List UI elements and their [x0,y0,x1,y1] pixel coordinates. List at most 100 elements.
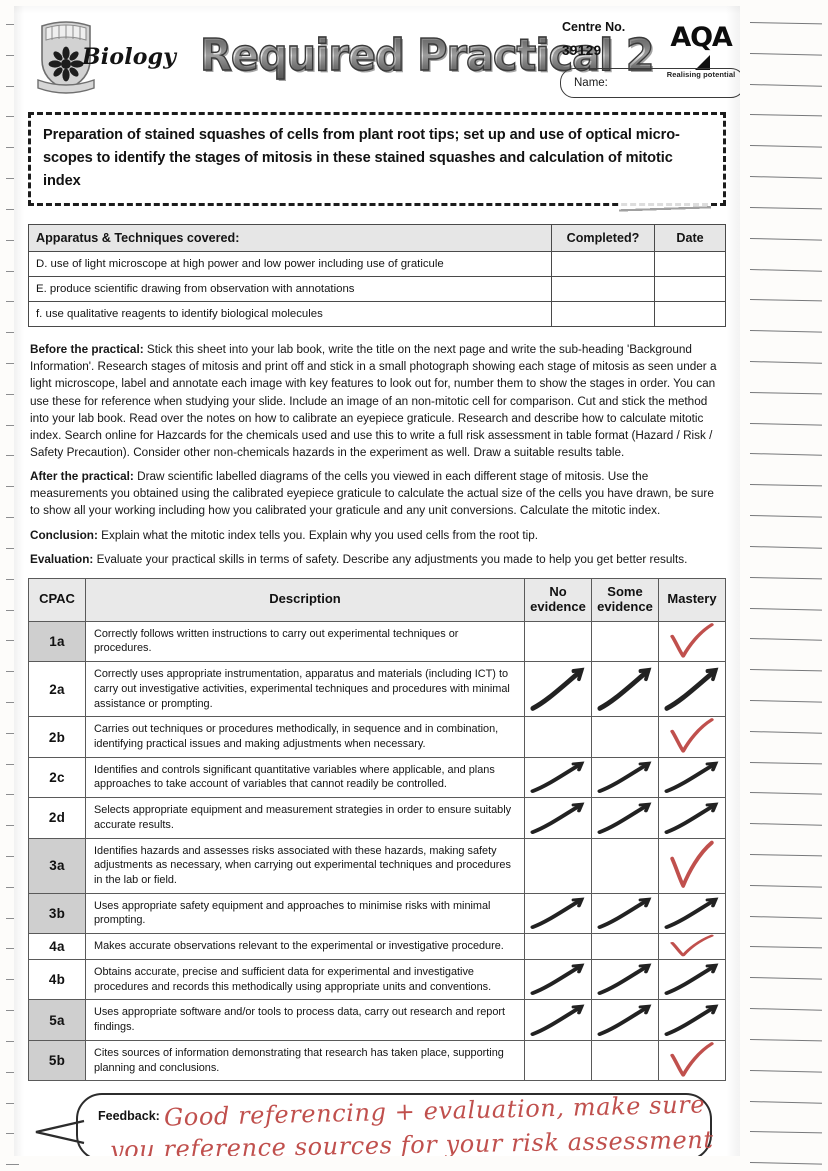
cpac-cell-mastery[interactable] [658,620,726,663]
cpac-header-some-evidence: Some evidence [591,577,659,622]
cpac-header-mastery: Mastery [658,577,726,622]
cpac-description: Cites sources of information demonstrati… [85,1039,525,1082]
cpac-cell-mastery[interactable] [658,756,726,799]
notebook-rule-line [749,884,822,888]
cpac-cell-no-evidence[interactable] [524,958,592,1001]
cpac-cell-some-evidence[interactable] [591,999,659,1041]
red-tick-mark-icon [659,934,725,959]
printed-diagonal-slash [530,963,585,996]
notebook-rule-tick [6,208,19,210]
table-row: 2b Carries out techniques or procedures m… [28,716,726,758]
cpac-cell-some-evidence[interactable] [591,716,659,758]
notebook-rule-line [749,299,822,302]
cpac-header-some-evidence-line1: Some [607,583,643,599]
notebook-rule-line [749,946,822,949]
cpac-cell-mastery[interactable] [658,1039,726,1082]
notebook-rule-line [749,237,822,241]
printed-diagonal-slash [597,667,652,711]
cpac-cell-some-evidence[interactable] [591,958,659,1001]
notebook-rule-tick [6,24,19,25]
feedback-bubble-tail-icon [32,1119,86,1145]
practical-title-line1: Preparation of stained squashes of cells… [43,127,680,143]
notebook-rule-tick [6,917,19,919]
apparatus-completed-cell[interactable] [551,251,655,278]
apparatus-date-cell[interactable] [654,251,726,278]
cpac-cell-some-evidence[interactable] [591,756,659,799]
notebook-rule-line [749,515,822,518]
cpac-code: 2a [28,661,86,718]
cpac-cell-some-evidence[interactable] [591,837,659,894]
cpac-cell-mastery[interactable] [658,958,726,1001]
printed-diagonal-slash [597,761,652,794]
cpac-header-no-evidence: No evidence [524,577,592,622]
cpac-cell-mastery[interactable] [658,837,726,894]
cpac-cell-some-evidence[interactable] [591,892,659,935]
notebook-rule-line [749,638,822,642]
apparatus-date-cell[interactable] [654,276,726,303]
cpac-cell-no-evidence[interactable] [524,661,592,718]
cpac-cell-no-evidence[interactable] [524,837,592,894]
notebook-rule-line [749,792,822,795]
cpac-cell-mastery[interactable] [658,999,726,1041]
printed-diagonal-slash [664,802,719,834]
notebook-rule-line [749,1162,822,1165]
cpac-cell-no-evidence[interactable] [524,756,592,799]
cpac-cell-no-evidence[interactable] [524,620,592,663]
apparatus-header-completed: Completed? [551,224,655,253]
cpac-cell-mastery[interactable] [658,716,726,758]
cpac-cell-no-evidence[interactable] [524,892,592,935]
cpac-description: Correctly uses appropriate instrumentati… [85,661,525,718]
cpac-cell-some-evidence[interactable] [591,620,659,663]
after-practical-text: Draw scientific labelled diagrams of the… [30,470,714,518]
notebook-rule-tick [6,1102,19,1104]
cpac-cell-mastery[interactable] [658,797,726,839]
apparatus-completed-cell[interactable] [551,276,655,303]
cpac-cell-some-evidence[interactable] [591,661,659,718]
practical-title-box: Preparation of stained squashes of cells… [28,112,726,219]
name-field[interactable]: Name: [560,68,740,98]
cpac-cell-mastery[interactable] [658,933,726,960]
apparatus-table-header-row: Apparatus & Techniques covered: Complete… [28,224,726,253]
apparatus-item: f. use qualitative reagents to identify … [28,301,552,328]
table-row: 4b Obtains accurate, precise and sufficie… [28,958,726,1001]
apparatus-date-cell[interactable] [654,301,726,328]
school-crest-icon [34,16,98,94]
cpac-description: Identifies and controls significant quan… [85,756,525,799]
notebook-rule-tick [6,116,19,118]
cpac-header-code: CPAC [28,577,86,622]
notebook-rule-tick [6,393,19,395]
printed-diagonal-slash [664,761,719,794]
cpac-header-no-evidence-line2: evidence [530,598,586,614]
cpac-cell-mastery[interactable] [658,661,726,718]
cpac-cell-no-evidence[interactable] [524,1039,592,1082]
notebook-rule-tick [6,609,19,611]
table-row: 2a Correctly uses appropriate instrumenta… [28,661,726,718]
cpac-cell-some-evidence[interactable] [591,1039,659,1082]
notebook-rule-tick [6,239,19,241]
notebook-rule-tick [6,362,19,364]
red-tick-mark-icon [659,622,725,661]
cpac-header-some-evidence-line2: evidence [597,598,653,614]
notebook-rule-line [749,576,822,580]
cpac-description: Selects appropriate equipment and measur… [85,797,525,839]
printed-diagonal-slash [664,897,719,930]
before-practical-paragraph: Before the practical: Stick this sheet i… [30,341,724,461]
printed-diagonal-slash [530,761,585,794]
cpac-cell-no-evidence[interactable] [524,933,592,960]
cpac-header-row: CPAC Description No evidence Some eviden… [28,577,726,622]
cpac-cell-no-evidence[interactable] [524,999,592,1041]
cpac-cell-no-evidence[interactable] [524,716,592,758]
notebook-rule-line [749,915,822,919]
apparatus-completed-cell[interactable] [551,301,655,328]
cpac-cell-no-evidence[interactable] [524,797,592,839]
apparatus-item: E. produce scientific drawing from obser… [28,276,552,303]
cpac-cell-some-evidence[interactable] [591,797,659,839]
notebook-rule-tick [6,856,19,858]
cpac-cell-some-evidence[interactable] [591,933,659,960]
cpac-cell-mastery[interactable] [658,892,726,935]
notebook-rule-line [749,1008,822,1011]
table-row: f. use qualitative reagents to identify … [28,301,726,328]
notebook-rule-tick [6,671,19,673]
notebook-rule-tick [6,948,19,950]
evaluation-paragraph: Evaluation: Evaluate your practical skil… [30,551,724,568]
